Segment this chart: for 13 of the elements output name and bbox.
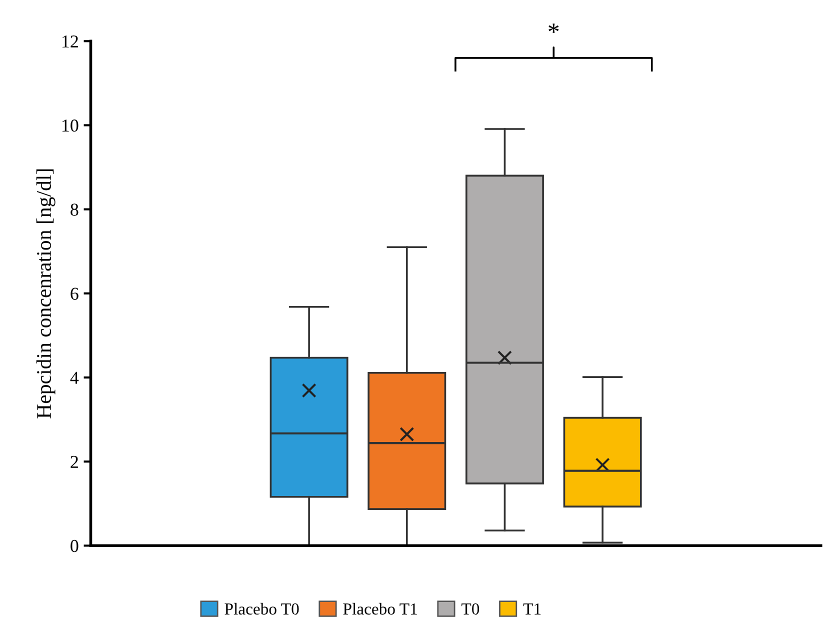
- y-tick-label: 4: [70, 372, 79, 384]
- y-tick-label: 10: [62, 119, 78, 132]
- y-tick-label: 12: [62, 35, 78, 48]
- legend-label: Placebo T0: [224, 602, 299, 615]
- legend-label: T1: [523, 603, 541, 614]
- legend-label: Placebo T1: [343, 602, 417, 615]
- y-axis-title: Hepcidin concenration [ng/dl]: [36, 169, 56, 418]
- y-tick-label: 6: [70, 288, 78, 300]
- y-tick-label: 8: [70, 204, 78, 216]
- legend-label: T0: [462, 603, 480, 615]
- y-tick-label: 2: [70, 456, 78, 468]
- text: *: [548, 24, 559, 33]
- y-tick-label: 0: [70, 540, 78, 552]
